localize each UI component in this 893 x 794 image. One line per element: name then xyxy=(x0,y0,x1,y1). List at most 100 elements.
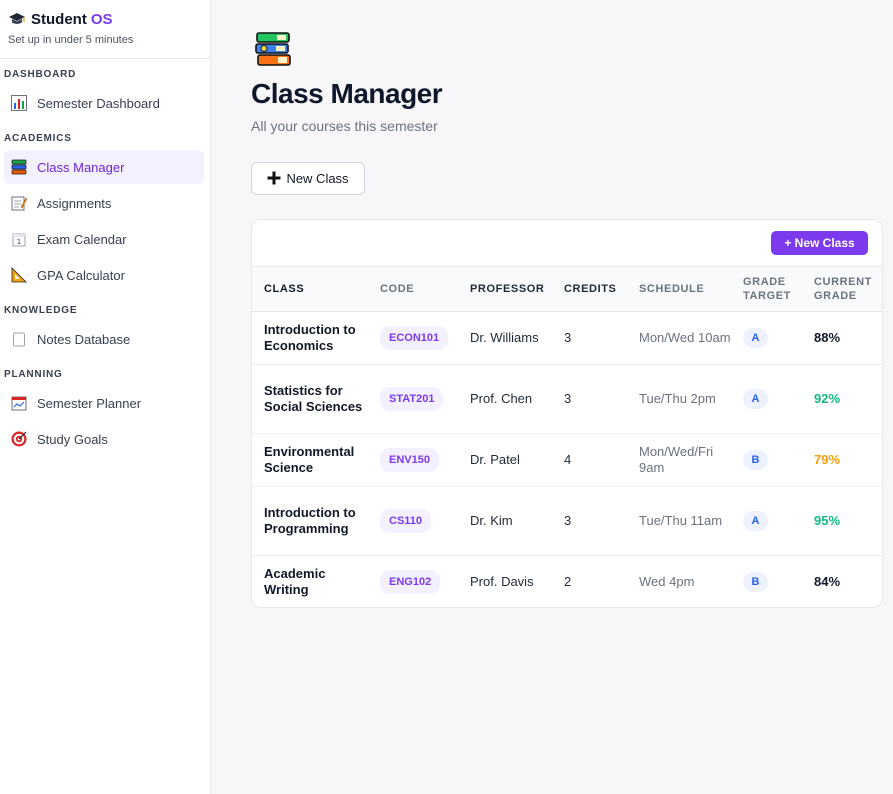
sidebar-item-label: GPA Calculator xyxy=(37,267,125,283)
clipboard-icon xyxy=(10,330,28,348)
column-header-class[interactable]: CLASS xyxy=(252,266,368,312)
classes-table-card: + New Class CLASS CODE PROFESSOR CREDITS… xyxy=(251,219,883,608)
code-cell: ENV150 xyxy=(368,433,458,487)
target-cell: B xyxy=(731,433,802,487)
table-row[interactable]: Introduction to Economics ECON101 Dr. Wi… xyxy=(252,311,882,365)
current-grade: 95% xyxy=(802,486,882,556)
sidebar-item-study-goals[interactable]: Study Goals xyxy=(4,422,204,456)
sidebar-item-label: Study Goals xyxy=(37,431,108,447)
code-cell: STAT201 xyxy=(368,364,458,434)
course-code-badge: ENV150 xyxy=(380,448,439,472)
sidebar-item-label: Assignments xyxy=(37,195,112,211)
bar-chart-icon xyxy=(10,94,28,112)
schedule-value: Tue/Thu 11am xyxy=(627,486,731,556)
main-content: Class Manager All your courses this seme… xyxy=(211,0,893,794)
section-label-knowledge: KNOWLEDGE xyxy=(4,305,78,316)
current-grade: 84% xyxy=(814,574,841,590)
calendar-icon: 1 xyxy=(10,230,28,248)
class-name: Academic Writing xyxy=(264,566,326,598)
schedule-value: Mon/Wed 10am xyxy=(627,311,731,365)
column-header-code[interactable]: CODE xyxy=(368,266,458,312)
schedule-value: Mon/Wed/Fri 9am xyxy=(627,433,731,487)
target-icon xyxy=(10,430,28,448)
grade-target-badge: A xyxy=(743,511,768,531)
column-header-current-grade[interactable]: CURRENT GRADE xyxy=(802,266,882,312)
grade-target-badge: A xyxy=(743,328,768,348)
svg-text:1: 1 xyxy=(17,238,21,246)
professor-name: Dr. Patel xyxy=(458,433,552,487)
code-cell: ECON101 xyxy=(368,311,458,365)
classes-table: CLASS CODE PROFESSOR CREDITS SCHEDULE GR… xyxy=(252,266,882,608)
table-row[interactable]: Introduction to Programming CS110 Dr. Ki… xyxy=(252,486,882,556)
new-class-label: New Class xyxy=(286,171,349,186)
target-cell: A xyxy=(731,486,802,556)
planner-icon xyxy=(10,394,28,412)
sidebar-item-label: Semester Planner xyxy=(37,395,142,411)
page-subtitle: All your courses this semester xyxy=(251,118,438,134)
credits-value: 3 xyxy=(552,486,627,556)
section-label-dashboard: DASHBOARD xyxy=(4,69,77,80)
course-code-badge: CS110 xyxy=(380,509,432,533)
brand-accent: OS xyxy=(90,10,113,28)
table-header-row: CLASS CODE PROFESSOR CREDITS SCHEDULE GR… xyxy=(252,266,882,312)
class-name: Introduction to Programming xyxy=(252,486,368,556)
course-code-badge: ECON101 xyxy=(380,326,449,350)
sidebar-item-semester-dashboard[interactable]: Semester Dashboard xyxy=(4,86,204,120)
sidebar-item-label: Class Manager xyxy=(37,159,125,175)
sidebar-item-gpa-calculator[interactable]: GPA Calculator xyxy=(4,258,204,292)
target-cell: A xyxy=(731,311,802,365)
brand-name: Student xyxy=(31,10,87,28)
sidebar-item-label: Semester Dashboard xyxy=(37,95,160,111)
section-label-planning: PLANNING xyxy=(4,369,63,380)
course-code-badge: ENG102 xyxy=(380,570,441,595)
books-icon xyxy=(254,30,294,70)
new-class-button[interactable]: New Class xyxy=(251,162,365,195)
credits-value: 3 xyxy=(552,364,627,434)
grade-target-badge: A xyxy=(743,389,768,409)
sidebar: Student OS Set up in under 5 minutes DAS… xyxy=(0,0,211,794)
credits-value: 4 xyxy=(552,433,627,487)
course-code-badge: STAT201 xyxy=(380,387,444,411)
credits-value: 2 xyxy=(564,574,572,590)
brand: Student OS Set up in under 5 minutes xyxy=(0,0,210,59)
grade-target-badge: B xyxy=(743,572,768,593)
sidebar-item-exam-calendar[interactable]: 1 Exam Calendar xyxy=(4,222,204,256)
column-header-schedule[interactable]: SCHEDULE xyxy=(627,266,731,312)
current-grade: 92% xyxy=(802,364,882,434)
brand-tagline: Set up in under 5 minutes xyxy=(8,34,134,46)
current-grade: 88% xyxy=(802,311,882,365)
current-grade: 79% xyxy=(802,433,882,487)
class-name: Statistics for Social Sciences xyxy=(252,364,368,434)
schedule-value: Tue/Thu 2pm xyxy=(627,364,731,434)
page-title: Class Manager xyxy=(251,78,443,109)
professor-name: Dr. Williams xyxy=(458,311,552,365)
table-row[interactable]: Statistics for Social Sciences STAT201 P… xyxy=(252,364,882,434)
professor-name: Prof. Chen xyxy=(458,364,552,434)
professor-name: Dr. Kim xyxy=(458,486,552,556)
grade-target-badge: B xyxy=(743,450,768,470)
sidebar-item-notes-database[interactable]: Notes Database xyxy=(4,322,204,356)
brand-title[interactable]: Student OS xyxy=(8,10,202,28)
column-header-professor[interactable]: PROFESSOR xyxy=(458,266,552,312)
section-label-academics: ACADEMICS xyxy=(4,133,72,144)
table-row[interactable]: Academic Writing ENG102 Prof. Davis 2 We… xyxy=(252,556,882,608)
books-icon xyxy=(10,158,28,176)
credits-value: 3 xyxy=(552,311,627,365)
table-row[interactable]: Environmental Science ENV150 Dr. Patel 4… xyxy=(252,433,882,487)
sidebar-item-assignments[interactable]: Assignments xyxy=(4,186,204,220)
column-header-grade-target[interactable]: GRADE TARGET xyxy=(731,266,802,312)
code-cell: ENG102 xyxy=(368,556,458,608)
class-name: Environmental Science xyxy=(252,433,368,487)
schedule-value: Wed 4pm xyxy=(639,574,695,590)
graduation-cap-icon xyxy=(8,12,26,26)
sidebar-item-semester-planner[interactable]: Semester Planner xyxy=(4,386,204,420)
professor-name: Prof. Davis xyxy=(470,574,534,590)
column-header-credits[interactable]: CREDITS xyxy=(552,266,627,312)
memo-icon xyxy=(10,194,28,212)
add-class-button[interactable]: + New Class xyxy=(771,231,868,255)
code-cell: CS110 xyxy=(368,486,458,556)
sidebar-item-label: Notes Database xyxy=(37,331,131,347)
class-name: Introduction to Economics xyxy=(252,311,368,365)
sidebar-item-class-manager[interactable]: Class Manager xyxy=(4,150,204,184)
target-cell: A xyxy=(731,364,802,434)
